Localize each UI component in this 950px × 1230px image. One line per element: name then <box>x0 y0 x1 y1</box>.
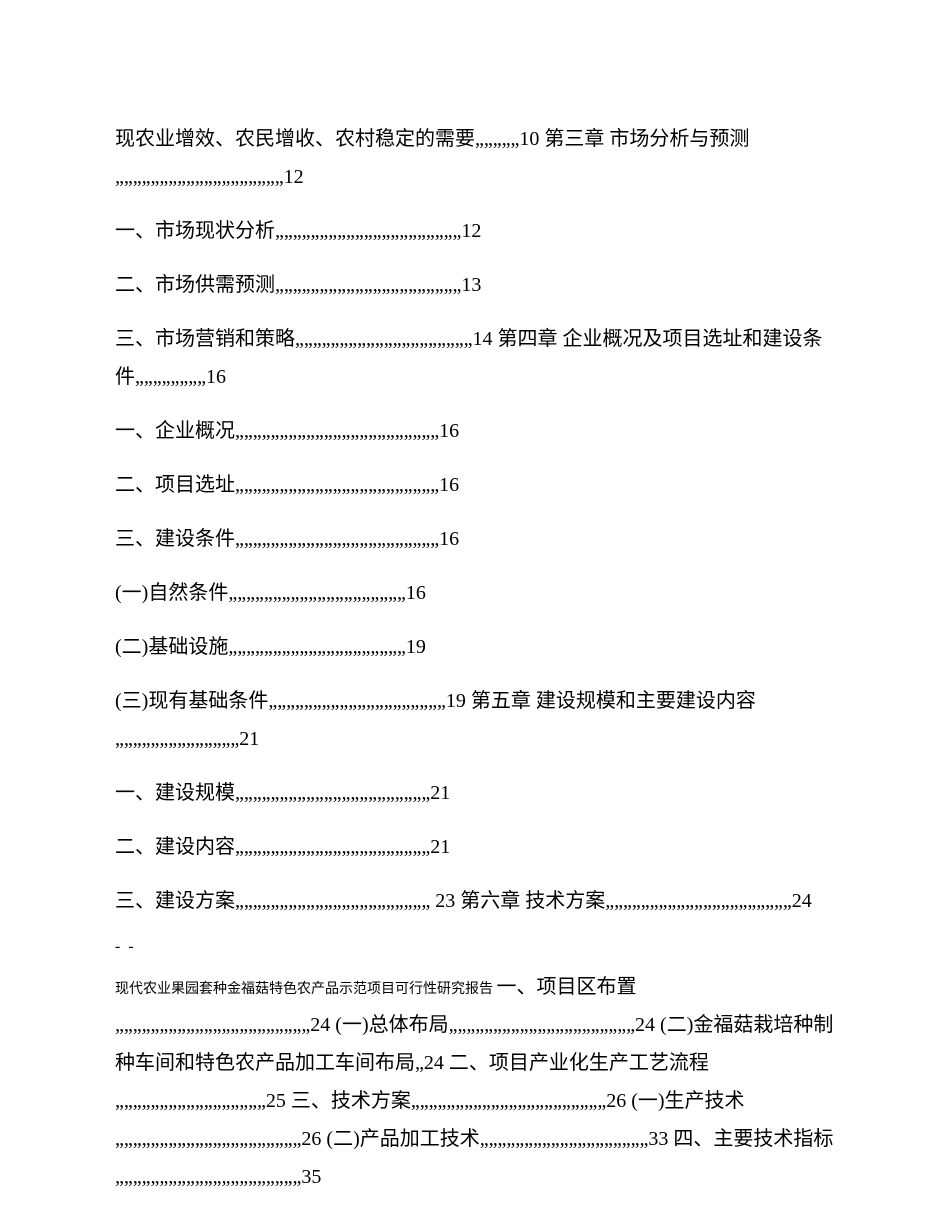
toc-entry: 三、建设方案„„„„„„„„„„„„„„„„„„„„„„ 23 第六章 技术方案… <box>115 882 835 920</box>
footer-main-text: 一、项目区布置„„„„„„„„„„„„„„„„„„„„„„24 (一)总体布局„… <box>115 976 833 1188</box>
toc-entry: 现农业增效、农民增收、农村稳定的需要„„„„„10 第三章 市场分析与预测„„„… <box>115 120 835 196</box>
footer-small-text: 现代农业果园套种金福菇特色农产品示范项目可行性研究报告 <box>115 982 497 997</box>
toc-entry: 一、企业概况„„„„„„„„„„„„„„„„„„„„„„„16 <box>115 412 835 450</box>
toc-entry: 二、项目选址„„„„„„„„„„„„„„„„„„„„„„„16 <box>115 466 835 504</box>
document-content: 现农业增效、农民增收、农村稳定的需要„„„„„10 第三章 市场分析与预测„„„… <box>115 120 835 1196</box>
toc-entry: 一、建设规模„„„„„„„„„„„„„„„„„„„„„„21 <box>115 774 835 812</box>
footer-section: 现代农业果园套种金福菇特色农产品示范项目可行性研究报告 一、项目区布置„„„„„… <box>115 968 835 1196</box>
toc-entry: 三、建设条件„„„„„„„„„„„„„„„„„„„„„„„16 <box>115 520 835 558</box>
toc-entry: 一、市场现状分析„„„„„„„„„„„„„„„„„„„„„12 <box>115 212 835 250</box>
toc-entry: (一)自然条件„„„„„„„„„„„„„„„„„„„„16 <box>115 574 835 612</box>
section-separator: - - <box>115 938 835 956</box>
toc-entry: 二、市场供需预测„„„„„„„„„„„„„„„„„„„„„13 <box>115 266 835 304</box>
toc-entry: (三)现有基础条件„„„„„„„„„„„„„„„„„„„„19 第五章 建设规模… <box>115 682 835 758</box>
toc-entry: 三、市场营销和策略„„„„„„„„„„„„„„„„„„„„14 第四章 企业概况… <box>115 320 835 396</box>
toc-entry: 二、建设内容„„„„„„„„„„„„„„„„„„„„„„21 <box>115 828 835 866</box>
toc-entry: (二)基础设施„„„„„„„„„„„„„„„„„„„„19 <box>115 628 835 666</box>
